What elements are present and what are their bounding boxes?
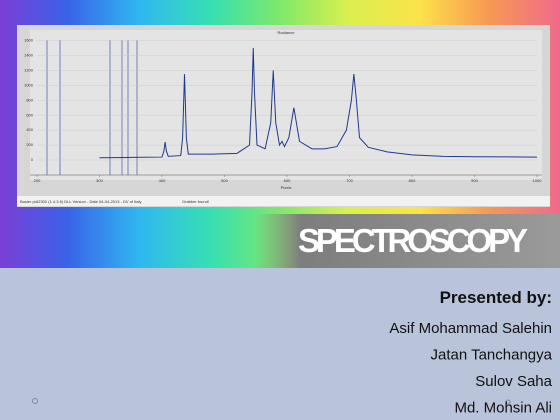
slide-icon	[32, 398, 38, 404]
presenter-heading: Presented by:	[440, 288, 552, 307]
x-tick-label: 400	[159, 178, 166, 183]
slide-icon	[505, 399, 511, 405]
y-tick-label: 600	[26, 112, 33, 117]
lower-background	[0, 268, 560, 420]
x-tick-label: 300	[96, 178, 103, 183]
status-text: Grabber found!	[182, 199, 209, 204]
presenter-name: Asif Mohammad Salehin	[389, 320, 552, 337]
status-bar	[17, 196, 550, 206]
x-tick-label: 500	[221, 178, 228, 183]
presenter-name: Jatan Tanchangya	[431, 347, 553, 364]
x-tick-label: 800	[409, 178, 416, 183]
x-tick-label: 600	[284, 178, 291, 183]
y-tick-label: 1000	[24, 82, 34, 87]
y-tick-label: 1200	[24, 67, 34, 72]
y-tick-label: 0	[31, 157, 34, 162]
title-banner	[255, 214, 560, 268]
plot-area	[30, 30, 542, 180]
presenter-name: Md. Mohsin Ali	[454, 400, 552, 417]
y-tick-label: 200	[26, 142, 33, 147]
slide-title: SPECTROSCOPY	[298, 222, 528, 259]
x-axis-label: Pixels	[281, 185, 292, 190]
chart-title: Radiance	[278, 30, 296, 35]
x-tick-label: 900	[471, 178, 478, 183]
x-tick-label: 200	[34, 178, 41, 183]
presenter-name: Sulov Saha	[475, 373, 552, 390]
spectrum-line	[99, 47, 538, 159]
x-tick-label: 700	[346, 178, 353, 183]
y-tick-label: 800	[26, 97, 33, 102]
y-tick-label: 1600	[24, 38, 34, 43]
marker-lines	[46, 40, 138, 175]
y-tick-label: 400	[26, 127, 33, 132]
status-text: Basler piA2300 (1.4.3.6) DLL Version - D…	[20, 199, 141, 204]
y-tick-label: 1400	[24, 52, 34, 57]
x-tick-label: 1000	[533, 178, 543, 183]
